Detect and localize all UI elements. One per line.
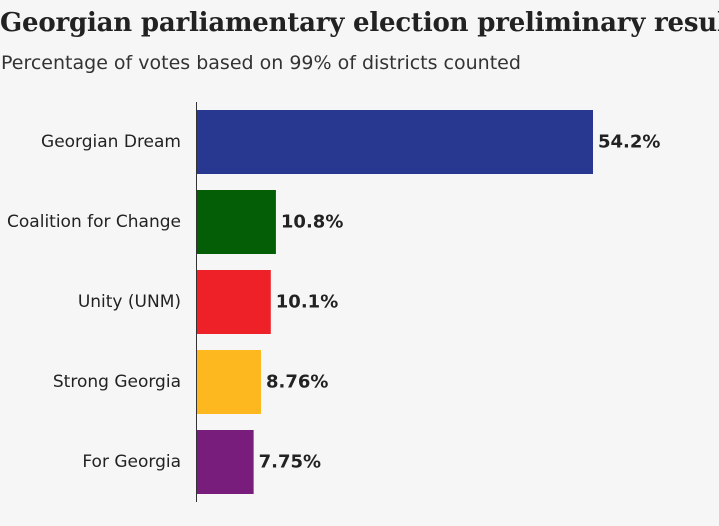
bar-for-georgia xyxy=(197,430,254,494)
value-label-coalition-for-change: 10.8% xyxy=(281,212,343,233)
bar-coalition-for-change xyxy=(197,190,276,254)
category-label-coalition-for-change: Coalition for Change xyxy=(7,212,181,232)
category-label-georgian-dream: Georgian Dream xyxy=(41,132,181,152)
value-label-for-georgia: 7.75% xyxy=(259,452,321,473)
value-label-georgian-dream: 54.2% xyxy=(598,132,660,153)
chart-subtitle: Percentage of votes based on 99% of dist… xyxy=(1,52,521,74)
bar-strong-georgia xyxy=(197,350,262,414)
bars-group: Georgian Dream 54.2% Coalition for Change 1… xyxy=(7,110,660,494)
value-label-unity-unm: 10.1% xyxy=(276,292,338,313)
value-label-strong-georgia: 8.76% xyxy=(266,372,328,393)
category-label-unity-unm: Unity (UNM) xyxy=(78,292,181,312)
bar-georgian-dream xyxy=(197,110,593,174)
bar-unity-unm xyxy=(197,270,271,334)
category-label-strong-georgia: Strong Georgia xyxy=(53,372,181,392)
chart-title: Georgian parliamentary election prelimin… xyxy=(0,8,719,38)
category-label-for-georgia: For Georgia xyxy=(82,452,181,472)
